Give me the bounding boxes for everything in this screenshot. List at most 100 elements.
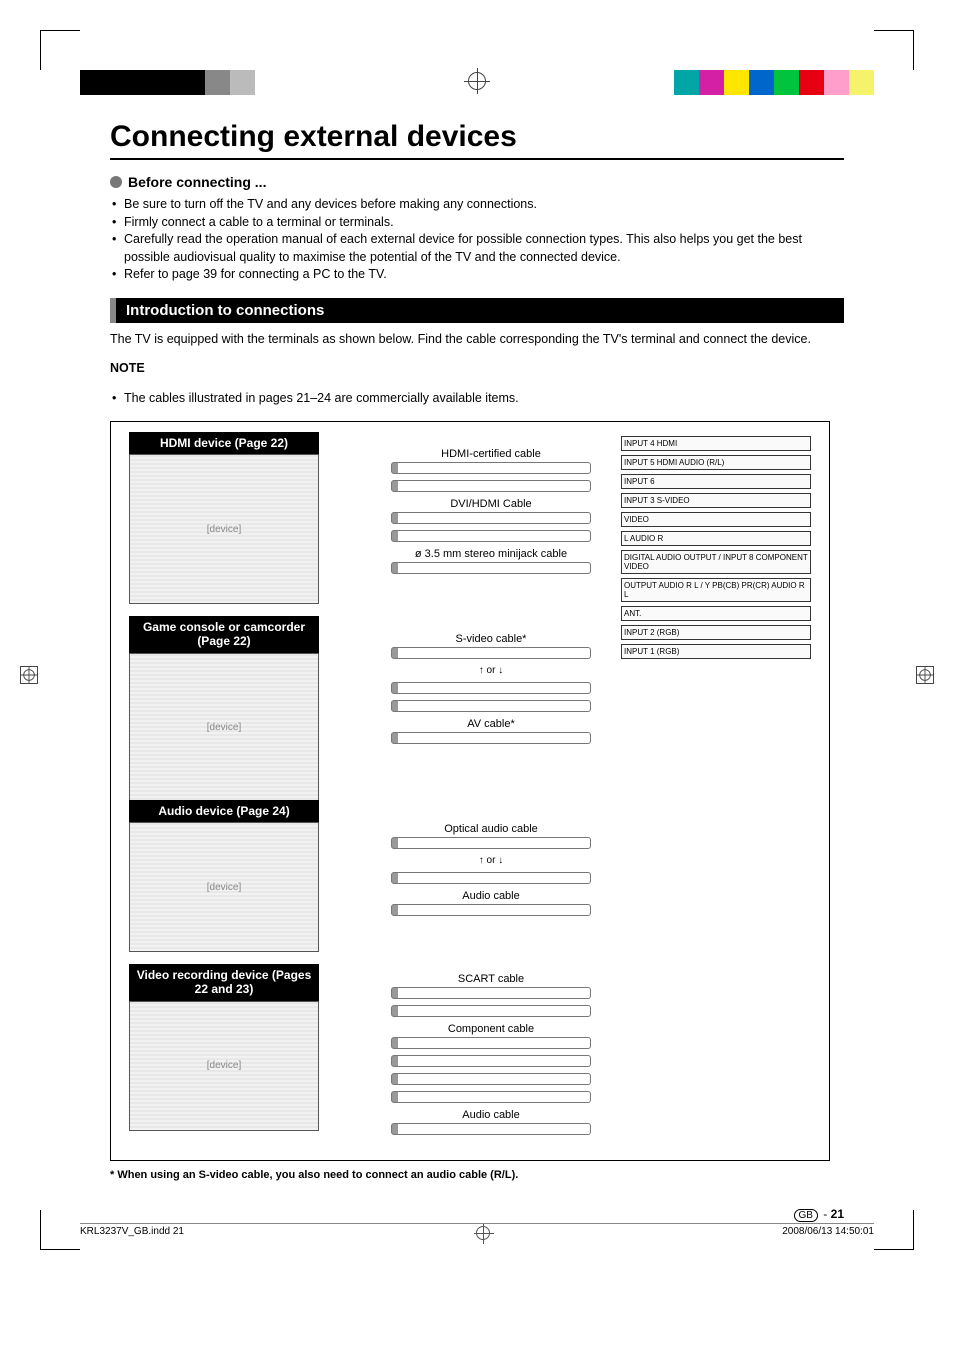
before-heading-text: Before connecting ... [128,174,266,190]
list-item: Refer to page 39 for connecting a PC to … [110,266,844,284]
cable-row: ø 3.5 mm stereo minijack cable [361,548,621,574]
crop-mark-br [874,1210,914,1250]
tv-terminal-block: VIDEO [621,512,811,527]
list-item: Firmly connect a cable to a terminal or … [110,214,844,232]
registration-mark-left [20,666,38,684]
color-swatch [824,70,849,95]
intro-paragraph: The TV is equipped with the terminals as… [110,331,844,349]
page-content: Connecting external devices Before conne… [110,120,844,1181]
cable-line-icon [391,1055,591,1067]
color-swatch [699,70,724,95]
crop-mark-tr [874,30,914,70]
cable-line-icon [391,700,591,712]
crop-mark-tl [40,30,80,70]
tv-terminal-block: INPUT 1 (RGB) [621,644,811,659]
cable-line-icon [391,837,591,849]
cable-label: ø 3.5 mm stereo minijack cable [361,548,621,560]
note-list: The cables illustrated in pages 21–24 ar… [110,390,844,408]
imprint-timestamp: 2008/06/13 14:50:01 [782,1226,874,1240]
tv-terminal-block: L AUDIO R [621,531,811,546]
color-swatch [255,70,280,95]
tv-terminal-block: INPUT 4 HDMI [621,436,811,451]
cable-row: Audio cable [361,890,621,916]
imprint-footer: KRL3237V_GB.indd 21 2008/06/13 14:50:01 [80,1223,874,1240]
cable-group: SCART cable Component cable Audio cable [361,967,621,1141]
connection-diagram: HDMI device (Page 22)[device]Game consol… [110,421,830,1161]
cable-line-icon [391,1091,591,1103]
tv-terminal-block: INPUT 6 [621,474,811,489]
color-swatch [230,70,255,95]
tv-terminal-block: INPUT 3 S-VIDEO [621,493,811,508]
cable-row: ↑ or ↓ [361,665,621,676]
device-illustration: [device] [129,653,319,803]
color-swatch [849,70,874,95]
cable-line-icon [391,480,591,492]
bullet-dot-icon [110,176,122,188]
list-item: The cables illustrated in pages 21–24 ar… [110,390,844,408]
cable-line-icon [391,1037,591,1049]
device-label: HDMI device (Page 22) [129,432,319,454]
list-item: Be sure to turn off the TV and any devic… [110,196,844,214]
device-label: Audio device (Page 24) [129,800,319,822]
tv-terminal-panel: INPUT 4 HDMIINPUT 5 HDMI AUDIO (R/L)INPU… [621,436,811,1136]
cable-label: SCART cable [361,973,621,985]
cable-row: ↑ or ↓ [361,855,621,866]
color-swatch [774,70,799,95]
cable-row [361,682,621,694]
cable-row: AV cable* [361,718,621,744]
color-swatch [155,70,180,95]
cable-row [361,700,621,712]
cable-row [361,1073,621,1085]
page-number: GB - 21 [794,1207,844,1221]
registration-mark-right [916,666,934,684]
cable-group: S-video cable* ↑ or ↓ AV cable* [361,627,621,750]
cable-line-icon [391,1073,591,1085]
cable-line-icon [391,462,591,474]
device-illustration: [device] [129,454,319,604]
or-label: ↑ or ↓ [361,665,621,676]
cable-row [361,1005,621,1017]
color-swatch [674,70,699,95]
color-bar-right [674,70,874,95]
cable-row [361,872,621,884]
section-bar: Introduction to connections [110,298,844,323]
cable-row [361,1091,621,1103]
cable-line-icon [391,987,591,999]
color-swatch [105,70,130,95]
cable-label: HDMI-certified cable [361,448,621,460]
color-swatch [130,70,155,95]
cable-line-icon [391,904,591,916]
footnote-text: * When using an S-video cable, you also … [110,1169,518,1181]
device-box: Game console or camcorder (Page 22)[devi… [129,616,319,803]
cable-line-icon [391,530,591,542]
registration-mark-top [468,72,486,90]
footnote: * When using an S-video cable, you also … [110,1169,844,1181]
tv-terminal-block: INPUT 2 (RGB) [621,625,811,640]
cable-row [361,530,621,542]
cable-row [361,480,621,492]
cable-label: Component cable [361,1023,621,1035]
cable-line-icon [391,682,591,694]
cable-row: Audio cable [361,1109,621,1135]
region-badge: GB [794,1209,818,1222]
imprint-file: KRL3237V_GB.indd 21 [80,1226,184,1240]
cable-row: DVI/HDMI Cable [361,498,621,524]
list-item: Carefully read the operation manual of e… [110,231,844,266]
color-swatch [724,70,749,95]
color-swatch [799,70,824,95]
cable-row: Optical audio cable [361,823,621,849]
registration-mark-bottom [476,1226,490,1240]
crop-mark-bl [40,1210,80,1250]
color-swatch [80,70,105,95]
cable-line-icon [391,872,591,884]
color-swatch [205,70,230,95]
cable-label: Audio cable [361,1109,621,1121]
device-illustration: [device] [129,1001,319,1131]
device-label: Video recording device (Pages 22 and 23) [129,964,319,1001]
cable-row: S-video cable* [361,633,621,659]
cable-line-icon [391,1005,591,1017]
color-swatch [180,70,205,95]
cable-label: AV cable* [361,718,621,730]
cable-line-icon [391,732,591,744]
tv-terminal-block: OUTPUT AUDIO R L / Y PB(CB) PR(CR) AUDIO… [621,578,811,602]
